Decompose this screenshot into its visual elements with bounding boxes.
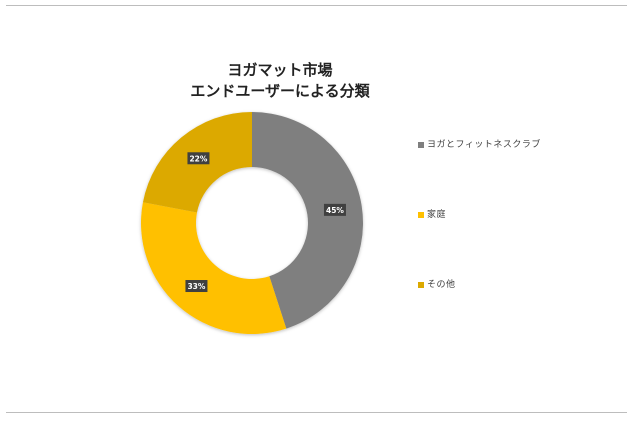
chart-title-line-1: ヨガマット市場 xyxy=(227,61,333,79)
donut-slice-1 xyxy=(252,112,363,329)
legend-label: ヨガとフィットネスクラブ xyxy=(427,140,541,150)
data-label-bg xyxy=(185,280,208,293)
chart-title: ヨガマット市場 エンドユーザーによる分類 xyxy=(180,60,380,102)
legend-swatch xyxy=(418,282,424,288)
donut-slice-2 xyxy=(141,202,287,334)
legend-swatch xyxy=(418,142,424,148)
legend-label: その他 xyxy=(427,280,456,290)
data-label-bg xyxy=(323,203,346,216)
top-divider xyxy=(6,5,627,6)
data-label-text: 45% xyxy=(326,206,344,215)
data-label-1: 45% xyxy=(323,203,346,216)
legend-label: 家庭 xyxy=(427,210,447,220)
legend-item-3: その他 xyxy=(418,278,553,292)
legend-swatch xyxy=(418,212,424,218)
chart-title-line-2: エンドユーザーによる分類 xyxy=(190,82,370,100)
data-label-3: 22% xyxy=(187,152,210,165)
data-label-2: 33% xyxy=(185,280,208,293)
data-label-text: 33% xyxy=(187,282,205,291)
data-label-bg xyxy=(187,152,210,165)
data-label-text: 22% xyxy=(189,154,207,163)
legend-item-1: ヨガとフィットネスクラブ xyxy=(418,138,553,152)
bottom-divider xyxy=(6,412,627,413)
legend-item-2: 家庭 xyxy=(418,208,553,222)
